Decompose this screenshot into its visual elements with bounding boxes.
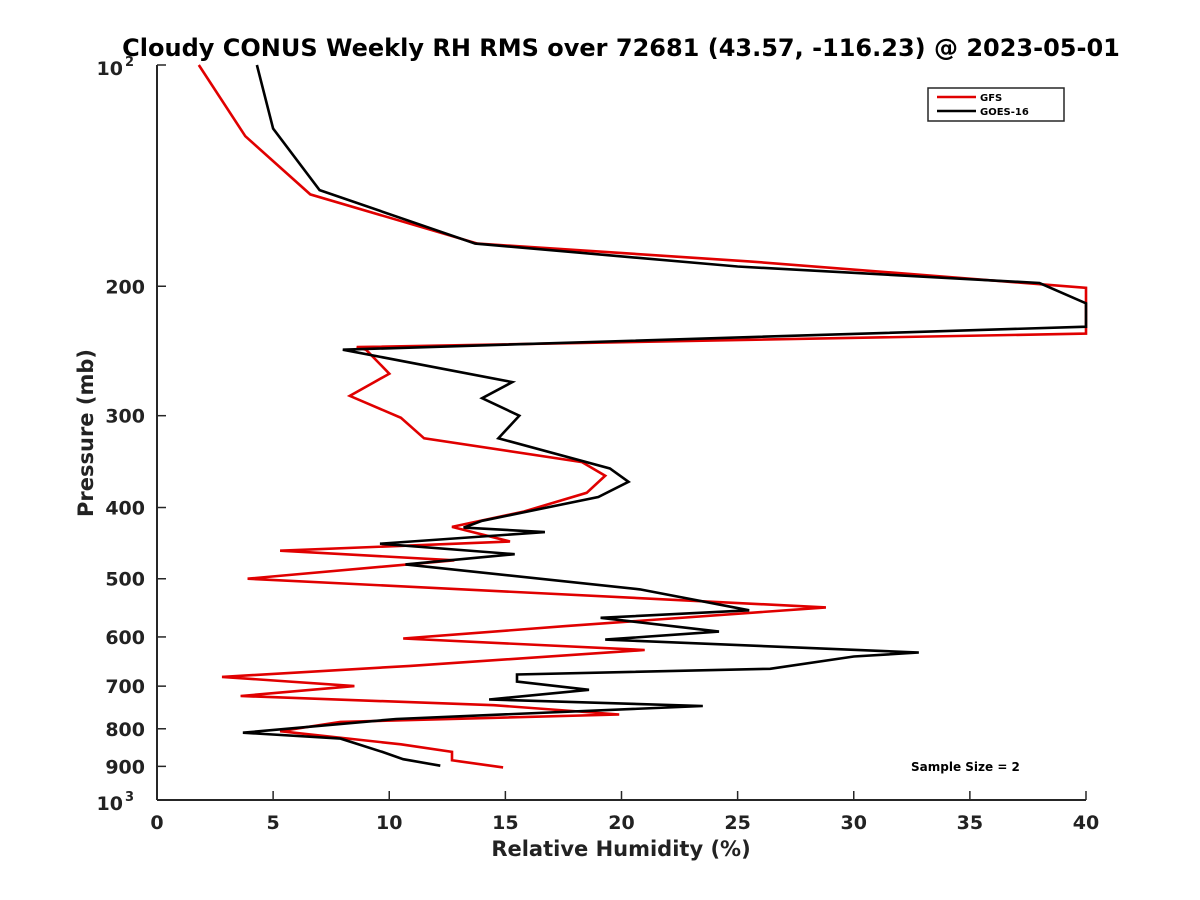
x-tick-label: 5 — [267, 812, 280, 834]
x-tick-label: 15 — [492, 812, 518, 834]
y-tick-label: 200 — [105, 276, 145, 298]
y-tick-label: 400 — [105, 498, 145, 520]
x-axis-ticks: 0 5 10 15 20 25 30 35 40 — [150, 791, 1099, 834]
x-tick-label: 20 — [608, 812, 634, 834]
chart-title: Cloudy CONUS Weekly RH RMS over 72681 (4… — [122, 34, 1120, 62]
y-tick-label: 600 — [105, 627, 145, 649]
x-tick-label: 35 — [957, 812, 983, 834]
y-tick-label: 10 — [97, 58, 123, 80]
plot-area — [197, 64, 1088, 769]
x-tick-label: 10 — [376, 812, 402, 834]
y-tick-exponent: 3 — [125, 790, 134, 805]
y-tick-label: 10 — [97, 793, 123, 815]
x-tick-label: 40 — [1073, 812, 1099, 834]
legend-goes-label: GOES-16 — [980, 107, 1029, 118]
sample-size-annotation: Sample Size = 2 — [911, 760, 1020, 774]
legend: GFS GOES-16 — [927, 87, 1065, 122]
y-tick-label: 500 — [105, 569, 145, 591]
x-tick-label: 25 — [724, 812, 750, 834]
series-line-goes-16 — [242, 64, 1088, 767]
y-axis-label: Pressure (mb) — [74, 349, 98, 517]
legend-gfs-label: GFS — [980, 93, 1002, 104]
y-tick-exponent: 2 — [125, 55, 134, 70]
x-axis-label: Relative Humidity (%) — [491, 837, 750, 861]
y-tick-label: 300 — [105, 406, 145, 428]
x-tick-label: 0 — [150, 812, 163, 834]
y-tick-label: 700 — [105, 676, 145, 698]
x-tick-label: 30 — [841, 812, 867, 834]
legend-box — [927, 87, 1065, 122]
y-tick-label: 900 — [105, 756, 145, 778]
y-tick-label: 800 — [105, 719, 145, 741]
series-line-gfs — [197, 64, 1088, 769]
